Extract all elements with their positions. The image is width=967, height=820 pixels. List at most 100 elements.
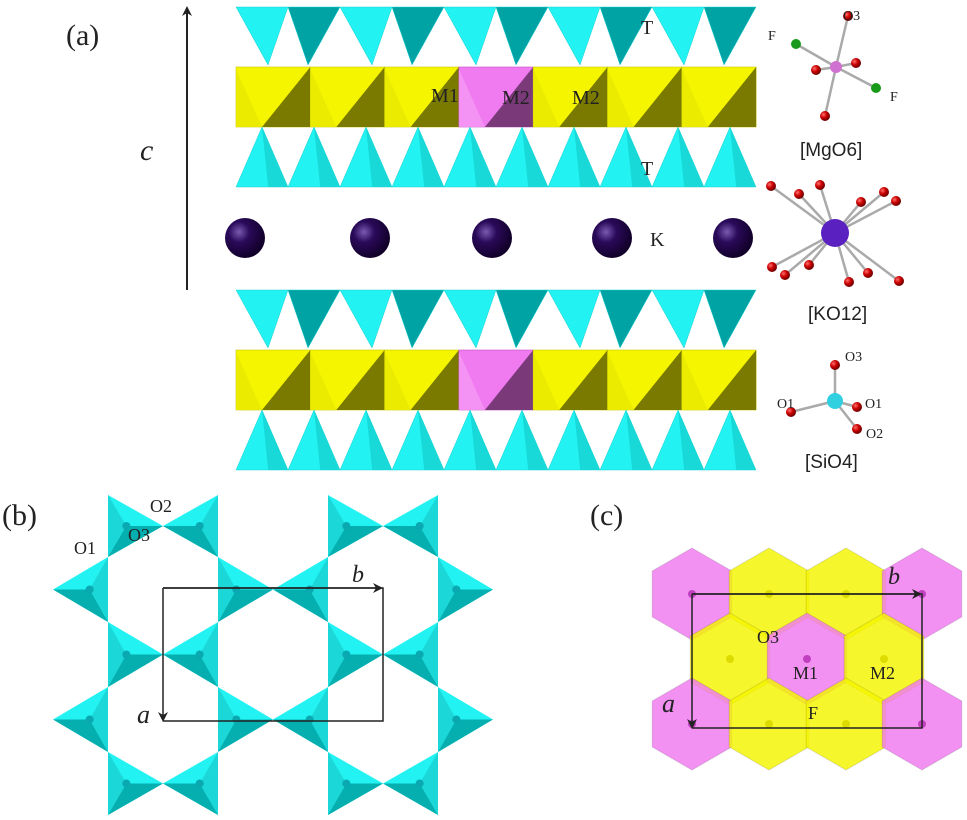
tetrahedron — [495, 289, 549, 349]
m1-label: M1 — [793, 663, 818, 683]
tetrahedron-face — [383, 654, 438, 687]
tetrahedron-face — [89, 687, 108, 752]
panel-c — [651, 547, 963, 771]
octahedron-face — [458, 352, 485, 410]
octahedron-shadow-face — [410, 350, 459, 410]
tetrahedron — [443, 289, 497, 349]
potassium-atom — [592, 218, 632, 258]
m2-label: M2 — [572, 87, 600, 109]
octahedron-face — [681, 69, 708, 127]
octahedron-shadow-face — [707, 350, 757, 410]
octahedron-shadow-face — [484, 67, 534, 127]
tetrahedron-face — [418, 410, 444, 470]
silicon-atom — [85, 585, 94, 594]
metal-atom — [880, 655, 888, 663]
tetrahedron-face — [218, 589, 273, 622]
tetrahedron-face — [678, 410, 704, 470]
tetrahedron — [651, 289, 705, 349]
tetrahedron-face — [574, 410, 600, 470]
tetrahedron-face — [438, 589, 493, 622]
a-axis-label: a — [662, 689, 675, 718]
tetrahedron-face — [273, 719, 328, 752]
ko12-title: [KO12] — [808, 304, 867, 325]
bond — [823, 66, 838, 117]
tetrahedron-face — [328, 654, 383, 687]
silicon-atom — [452, 585, 461, 594]
tetrahedron-face — [199, 495, 218, 557]
octahedron-shadow-face — [262, 67, 311, 127]
m1-label: M1 — [431, 85, 459, 107]
tetrahedron-face — [418, 127, 444, 187]
tetrahedron — [547, 289, 601, 349]
oxygen-atom — [891, 196, 901, 206]
silicon-atom — [305, 715, 314, 724]
tetrahedron — [547, 6, 601, 66]
tetrahedron — [599, 289, 653, 349]
o3-label: O3 — [128, 525, 150, 545]
tetrahedron-face — [383, 526, 438, 557]
fluorine-atom — [871, 83, 881, 93]
silicon-atom — [415, 522, 424, 530]
tetrahedron-face — [309, 557, 328, 622]
fluorine-atom — [791, 39, 801, 49]
silicon-atom — [305, 585, 314, 594]
tetrahedron — [703, 289, 757, 349]
b-axis-label: b — [352, 562, 364, 588]
octahedron-face — [533, 352, 560, 410]
magnesium-atom — [830, 61, 842, 73]
tetrahedron-face — [199, 622, 218, 687]
tetrahedron-face — [470, 127, 496, 187]
bond — [835, 65, 877, 90]
unit-cell-b — [158, 583, 384, 722]
silicon-atom — [232, 585, 241, 594]
tetrahedron-face — [438, 687, 457, 752]
tetrahedron-face — [383, 783, 438, 815]
tetrahedron-face — [108, 622, 127, 687]
oxygen-atom — [767, 262, 777, 272]
panel-b — [53, 495, 493, 815]
octahedron-face — [384, 352, 411, 410]
oxygen-atom — [786, 407, 796, 417]
tetrahedron-face — [108, 783, 163, 815]
tetrahedron-face — [108, 526, 163, 557]
silicon-atom — [122, 522, 131, 530]
silicon-atom — [122, 650, 131, 659]
panel-c-label: (c) — [590, 499, 623, 532]
oxygen-atom — [766, 181, 776, 191]
tetrahedron-face — [522, 410, 548, 470]
tetrahedron-face — [419, 495, 438, 557]
tetrahedron-face — [53, 719, 108, 752]
m2-label: M2 — [502, 87, 530, 109]
tetrahedron-face — [163, 654, 218, 687]
panel-b-label: (b) — [2, 499, 37, 532]
tetrahedron-face — [89, 557, 108, 622]
oxygen-atom — [811, 65, 821, 75]
silicon-atom — [232, 715, 241, 724]
tetrahedron-face — [314, 127, 340, 187]
potassium-atom — [821, 219, 849, 247]
potassium-atom — [225, 218, 265, 258]
tetrahedron-face — [163, 783, 218, 815]
octahedron-face — [384, 69, 411, 127]
octahedron-shadow-face — [559, 350, 608, 410]
tetrahedron-face — [199, 752, 218, 815]
octahedron-face — [533, 69, 560, 127]
tetrahedron-face — [730, 127, 756, 187]
tetrahedron-face — [574, 127, 600, 187]
octahedron-face — [607, 69, 634, 127]
tetrahedron — [235, 6, 289, 66]
oxygen-atom — [851, 58, 861, 68]
tetrahedron-face — [218, 557, 237, 622]
tetrahedron-face — [678, 127, 704, 187]
oxygen-atom — [879, 187, 889, 197]
sio4-o3-label: O3 — [845, 350, 862, 365]
coordination-polyhedra — [766, 11, 904, 434]
oxygen-atom — [856, 197, 866, 207]
mgo6-f-label: F — [768, 29, 776, 44]
tetrahedron-face — [328, 526, 383, 557]
sio4-o1-label: O1 — [865, 397, 882, 412]
tetrahedron — [391, 289, 445, 349]
tetrahedron — [287, 289, 341, 349]
tetrahedron-face — [626, 127, 652, 187]
